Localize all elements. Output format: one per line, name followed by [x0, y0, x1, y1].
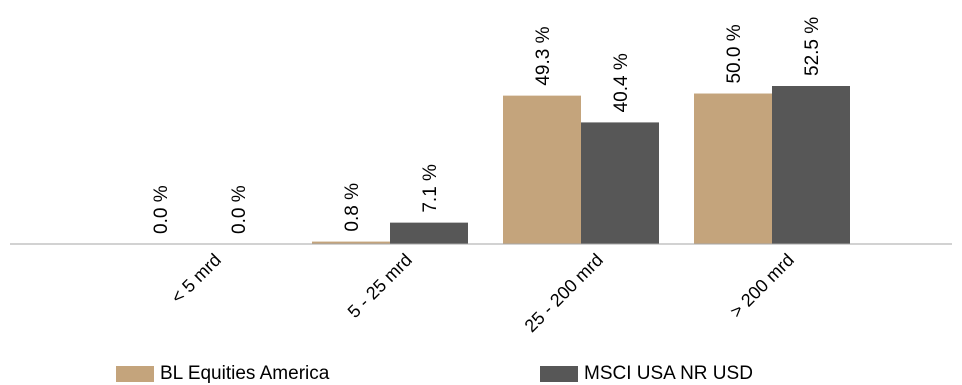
bar-msci-usa-nr-usd-25-200-mrd	[581, 122, 659, 244]
value-label-msci-usa-nr-usd-5-mrd: 0.0 %	[229, 185, 250, 234]
legend-item-bl-equities-america: BL Equities America	[116, 364, 329, 384]
value-label-bl-equities-america-25-200-mrd: 49.3 %	[533, 26, 554, 85]
bar-bl-equities-america-200-mrd	[694, 93, 772, 245]
value-label-msci-usa-nr-usd-5-25-mrd: 7.1 %	[420, 164, 441, 213]
bar-bl-equities-america-5-25-mrd	[312, 241, 390, 244]
legend-label-bl-equities-america: BL Equities America	[160, 363, 330, 384]
x-tick-label-25-200-mrd: 25 - 200 mrd	[521, 250, 607, 336]
legend-item-msci-usa-nr-usd: MSCI USA NR USD	[540, 364, 753, 384]
x-tick-label-200-mrd: > 200 mrd	[726, 250, 798, 322]
legend-label-msci-usa-nr-usd: MSCI USA NR USD	[584, 363, 753, 384]
value-label-bl-equities-america-5-mrd: 0.0 %	[151, 185, 172, 234]
value-labels-group: 0.0 % 0.0 % 0.8 % 7.1 % 49.3 % 40.4 % 50.0 % 52…	[151, 17, 823, 234]
value-label-msci-usa-nr-usd-200-mrd: 52.5 %	[802, 17, 823, 76]
x-tick-label-5-25-mrd: 5 - 25 mrd	[344, 250, 416, 322]
bar-msci-usa-nr-usd-200-mrd	[772, 86, 850, 244]
legend-swatch-bl-equities-america	[116, 366, 154, 382]
bars-group	[312, 86, 850, 245]
legend-swatch-msci-usa-nr-usd	[540, 366, 578, 382]
value-label-bl-equities-america-5-25-mrd: 0.8 %	[342, 183, 363, 232]
value-label-bl-equities-america-200-mrd: 50.0 %	[724, 24, 745, 83]
x-tick-label-5-mrd: < 5 mrd	[167, 250, 225, 308]
category-labels-group: < 5 mrd 5 - 25 mrd 25 - 200 mrd > 200 mrd	[167, 250, 798, 336]
bar-msci-usa-nr-usd-5-25-mrd	[390, 222, 468, 244]
bar-bl-equities-america-25-200-mrd	[503, 95, 581, 244]
value-label-msci-usa-nr-usd-25-200-mrd: 40.4 %	[611, 53, 632, 112]
